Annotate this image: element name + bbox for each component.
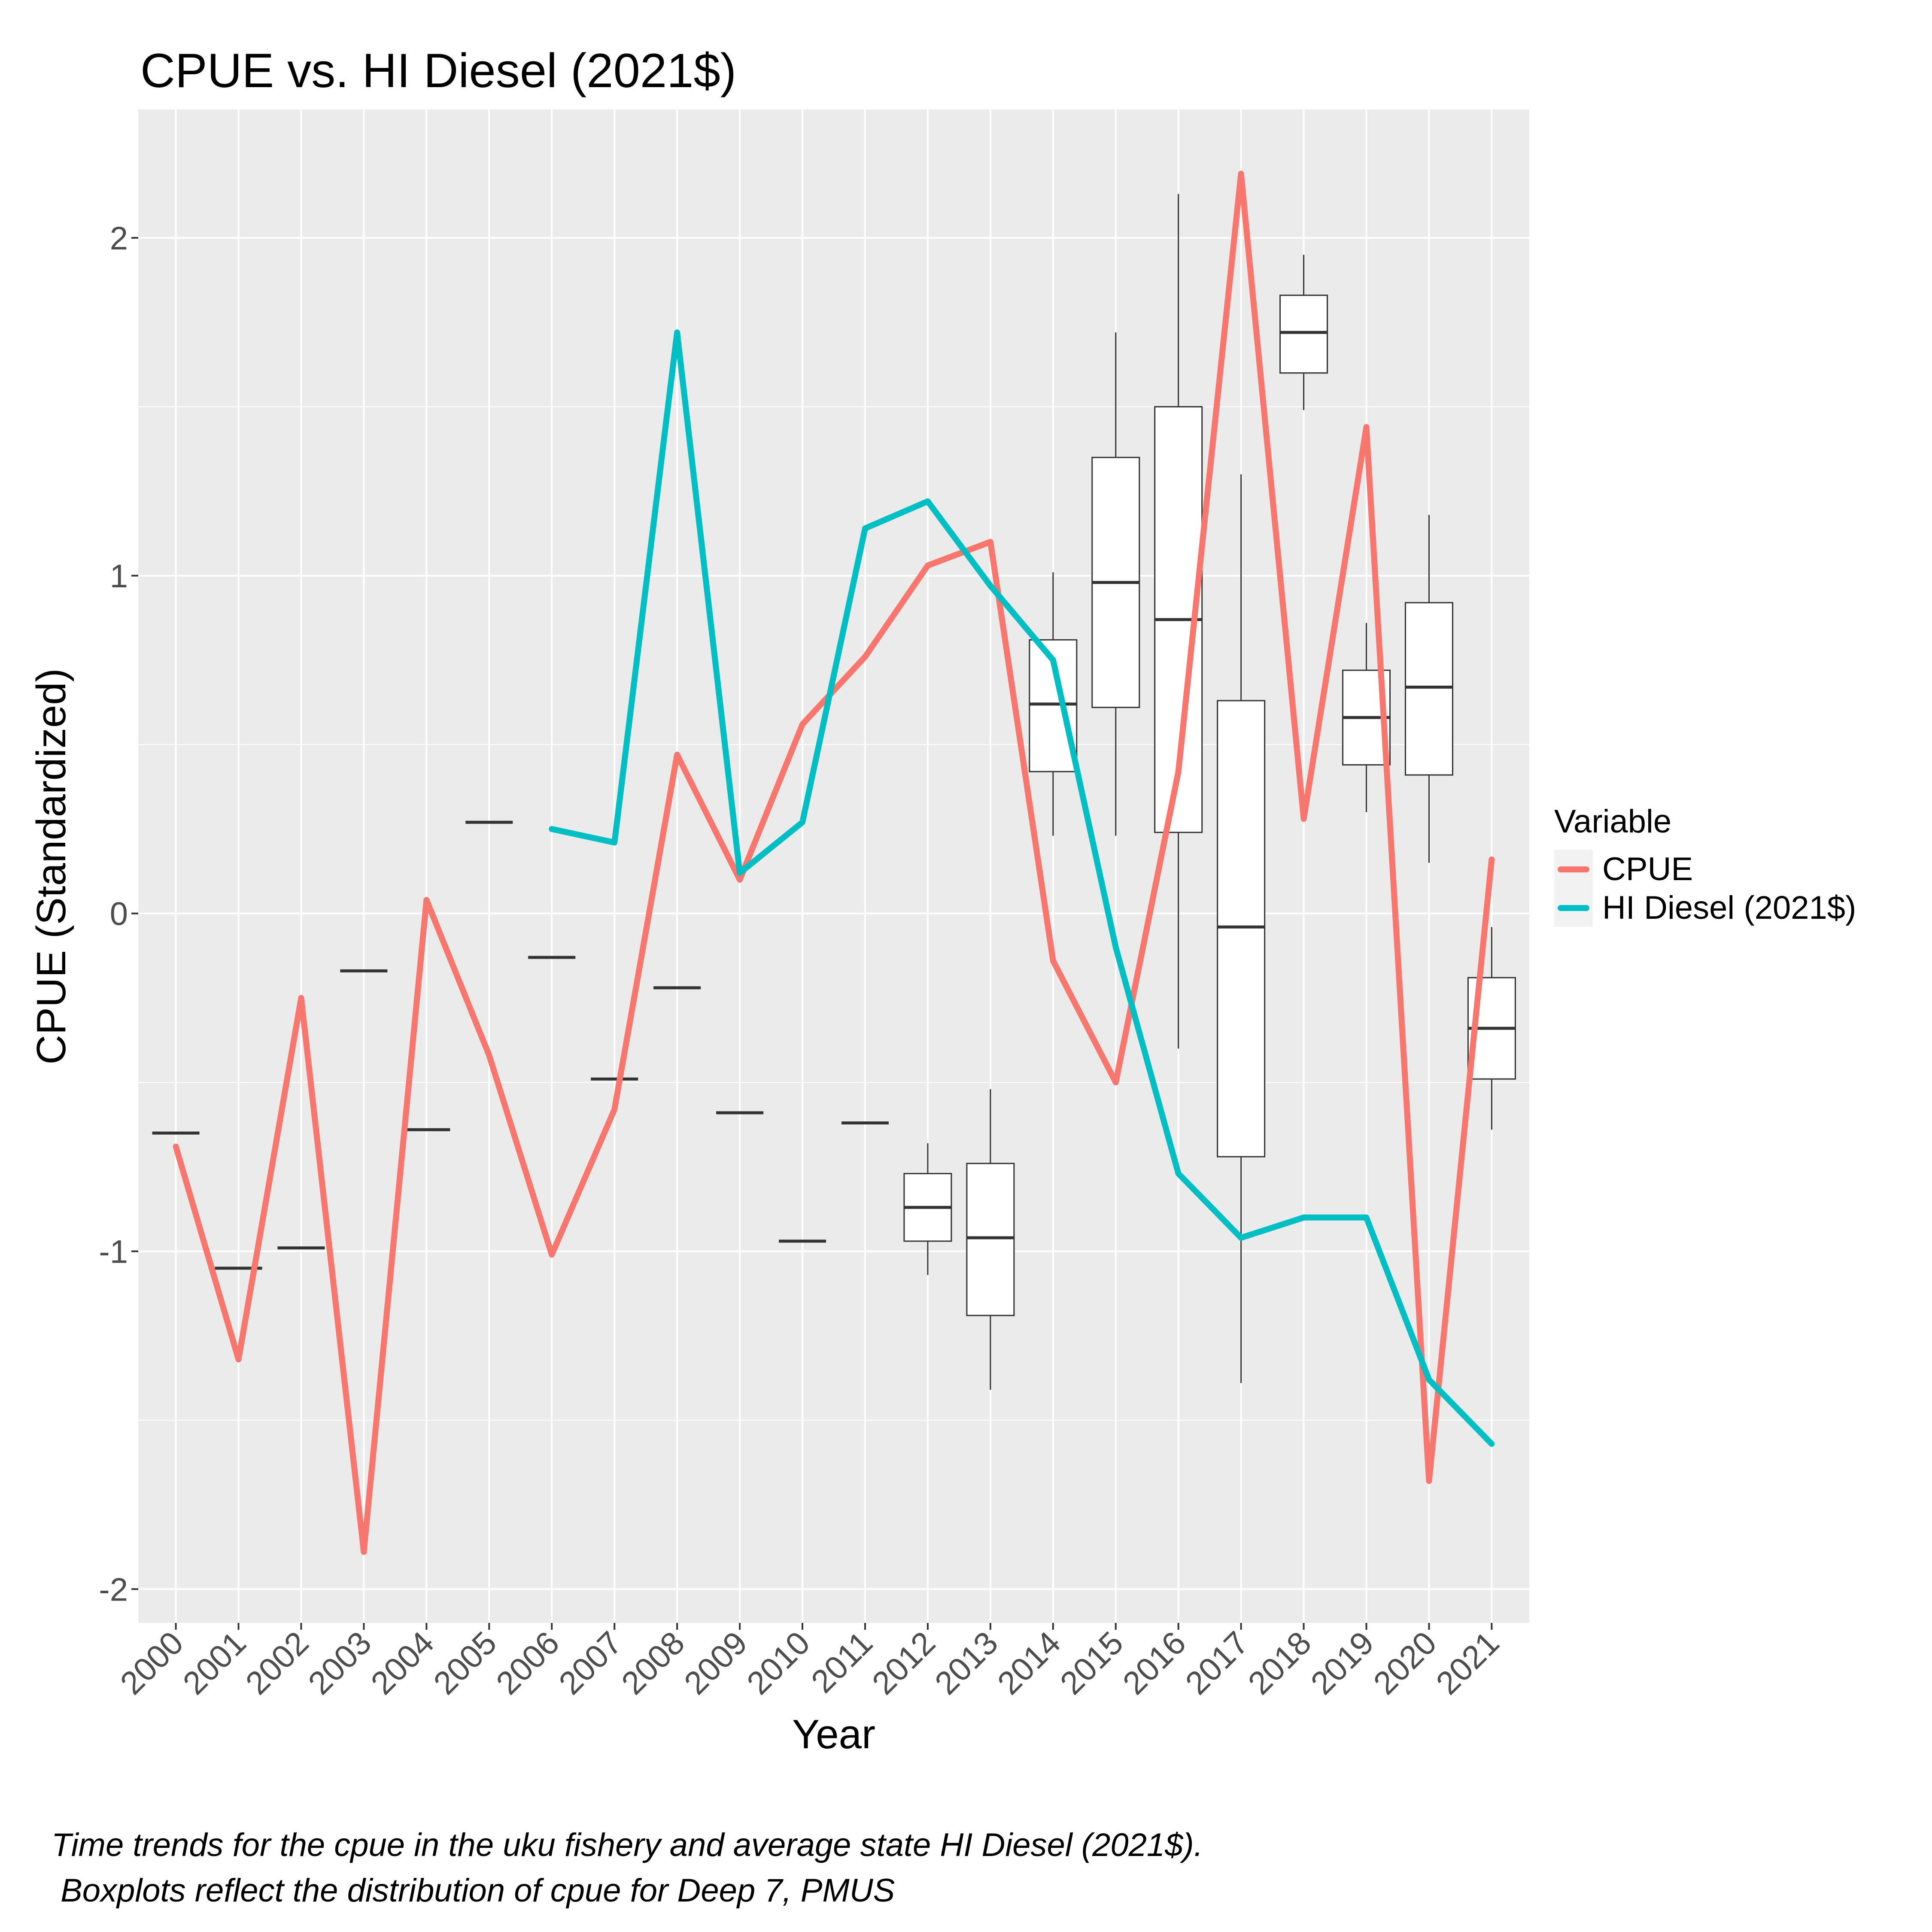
x-tick-label: 2002	[239, 1625, 316, 1702]
legend-key-diesel	[1554, 888, 1593, 927]
x-tick-label: 2014	[990, 1625, 1068, 1702]
legend: Variable CPUE HI Diesel (2021$)	[1554, 803, 1856, 927]
x-tick-label: 2007	[552, 1625, 629, 1702]
legend-item-diesel: HI Diesel (2021$)	[1554, 888, 1856, 927]
x-tick-label: 2018	[1241, 1625, 1318, 1702]
x-tick-label: 2004	[364, 1625, 441, 1702]
series-line-diesel	[549, 329, 1495, 1447]
legend-key-cpue	[1554, 850, 1593, 888]
x-tick-label: 2021	[1429, 1625, 1507, 1702]
x-tick-label: 2010	[740, 1625, 817, 1702]
boxplot-box	[1279, 295, 1328, 374]
boxplot-box	[1404, 602, 1453, 776]
x-tick-label: 2011	[804, 1625, 880, 1700]
legend-title: Variable	[1554, 803, 1672, 840]
x-tick-label: 2006	[489, 1625, 567, 1702]
boxplot-2012	[903, 1143, 952, 1275]
boxplot-2018	[1279, 255, 1328, 410]
x-tick-label: 2012	[865, 1625, 942, 1702]
series-line-cpue	[173, 170, 1495, 1555]
x-tick-label: 2008	[614, 1625, 692, 1702]
x-axis-label: Year	[792, 1711, 875, 1757]
x-tick-label: 2013	[928, 1625, 1005, 1702]
boxplot-2020	[1404, 515, 1453, 863]
figure-caption: Time trends for the cpue in the uku fish…	[52, 1827, 1203, 1909]
major-gridlines	[138, 109, 1529, 1623]
x-tick-label: 2001	[176, 1625, 253, 1702]
x-tick-label: 2005	[427, 1625, 504, 1702]
y-tick-label: -1	[99, 1233, 128, 1270]
boxplot-2015	[1091, 332, 1140, 836]
boxplot-2017	[1217, 474, 1266, 1383]
series-lines	[173, 170, 1495, 1555]
y-tick-label: 2	[110, 220, 128, 257]
legend-label-diesel: HI Diesel (2021$)	[1602, 889, 1856, 926]
legend-label-cpue: CPUE	[1602, 851, 1693, 887]
y-tick-label: -2	[99, 1571, 128, 1608]
x-tick-label: 2019	[1304, 1625, 1381, 1702]
boxplot-box	[1217, 700, 1266, 1157]
y-axis-label: CPUE (Standardized)	[28, 668, 74, 1064]
legend-item-cpue: CPUE	[1554, 850, 1856, 888]
x-tick-label: 2003	[301, 1625, 379, 1702]
boxplot-2013	[966, 1089, 1015, 1390]
x-tick-label: 2017	[1179, 1625, 1256, 1702]
x-tick-label: 2000	[113, 1625, 191, 1702]
x-tick-label: 2009	[677, 1625, 754, 1702]
x-tick-label: 2016	[1116, 1625, 1193, 1702]
boxplot-box	[966, 1163, 1015, 1316]
y-tick-label: 0	[110, 896, 128, 933]
x-tick-label: 2020	[1367, 1625, 1444, 1702]
y-tick-label: 1	[110, 558, 128, 595]
chart-title: CPUE vs. HI Diesel (2021$)	[140, 44, 737, 97]
x-tick-label: 2015	[1053, 1625, 1130, 1702]
